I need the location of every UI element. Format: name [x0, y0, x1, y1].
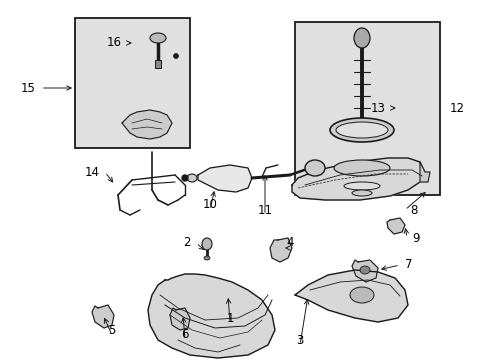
Polygon shape [122, 110, 172, 139]
Text: 14: 14 [85, 166, 100, 179]
Text: 3: 3 [296, 333, 303, 346]
Bar [294, 22, 439, 195]
Text: 15: 15 [21, 81, 36, 94]
Ellipse shape [305, 160, 325, 176]
Ellipse shape [353, 28, 369, 48]
Polygon shape [198, 165, 251, 192]
Ellipse shape [349, 287, 373, 303]
Ellipse shape [329, 118, 393, 142]
Text: 10: 10 [202, 198, 217, 211]
Ellipse shape [351, 190, 371, 196]
Text: 1: 1 [226, 311, 233, 324]
Bar [155, 60, 161, 68]
Polygon shape [351, 260, 377, 282]
Ellipse shape [333, 160, 389, 176]
Text: 8: 8 [409, 203, 417, 216]
Polygon shape [291, 158, 424, 200]
Ellipse shape [343, 182, 379, 190]
Text: 12: 12 [449, 102, 464, 114]
Text: 16: 16 [107, 36, 122, 49]
Ellipse shape [173, 54, 178, 58]
Ellipse shape [182, 175, 187, 181]
Ellipse shape [203, 256, 209, 260]
Polygon shape [386, 218, 404, 234]
Text: 6: 6 [181, 328, 188, 342]
Polygon shape [148, 274, 274, 358]
Text: 5: 5 [108, 324, 116, 337]
Ellipse shape [150, 33, 165, 43]
Ellipse shape [335, 122, 387, 138]
Ellipse shape [202, 238, 212, 250]
Polygon shape [294, 270, 407, 322]
Text: 4: 4 [285, 237, 293, 249]
Ellipse shape [359, 266, 369, 274]
Text: 11: 11 [257, 203, 272, 216]
Polygon shape [92, 305, 114, 328]
Polygon shape [269, 238, 291, 262]
Text: 9: 9 [411, 231, 419, 244]
Ellipse shape [186, 174, 197, 182]
Polygon shape [419, 162, 429, 182]
Text: 7: 7 [404, 258, 412, 271]
Bar [75, 18, 190, 148]
Text: 2: 2 [183, 237, 191, 249]
Text: 13: 13 [370, 102, 385, 114]
Polygon shape [170, 308, 190, 330]
